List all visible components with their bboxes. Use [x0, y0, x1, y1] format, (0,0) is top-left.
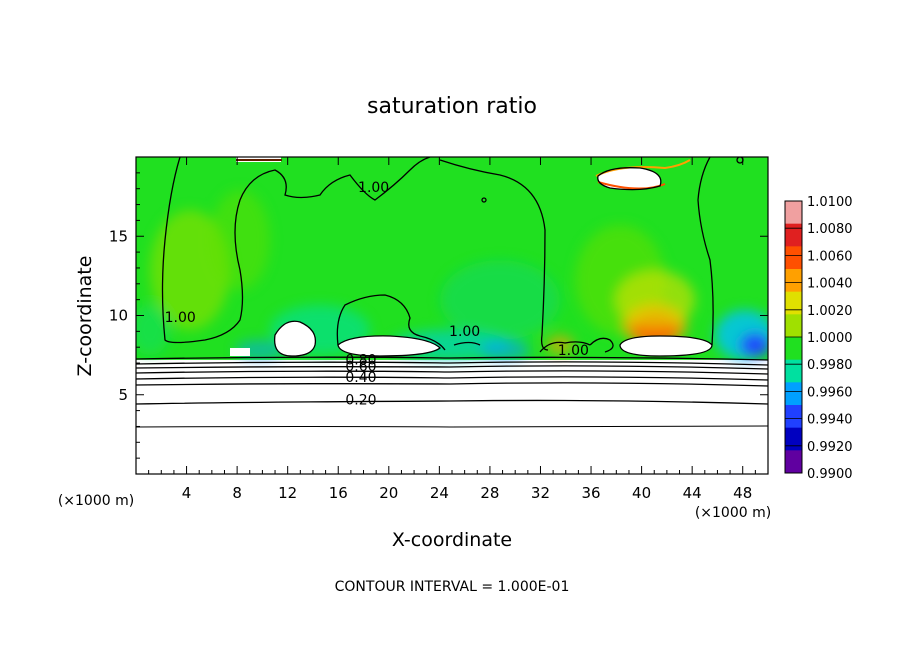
colorbar-label: 1.0080 [807, 222, 853, 237]
contour-label: 0.40 [345, 370, 376, 386]
x-tick-label: 8 [232, 484, 242, 502]
contour-label: 1.00 [449, 324, 480, 340]
contour-interval-note: CONTOUR INTERVAL = 1.000E-01 [335, 579, 570, 595]
x-tick-label: 12 [278, 484, 297, 502]
contour-label: 0.20 [345, 392, 376, 408]
colorbar-swatch [785, 291, 802, 315]
x-tick-label: 4 [182, 484, 192, 502]
colorbar-label: 1.0060 [807, 249, 853, 264]
x-tick-label: 24 [430, 484, 449, 502]
contour-label: 1.00 [165, 310, 196, 326]
colorbar-swatch [785, 201, 802, 225]
colorbar-label: 1.0040 [807, 277, 853, 292]
colorbar-swatch [785, 269, 802, 293]
contour-label: 0.60 [345, 359, 376, 375]
x-tick-label: 32 [531, 484, 550, 502]
contour-label: 0.80 [345, 353, 376, 369]
contour-lines-low [136, 356, 768, 428]
contour-label: 1.00 [358, 180, 389, 196]
x-unit-left: (×1000 m) [58, 493, 134, 509]
y-tick-label: 15 [109, 227, 128, 245]
x-tick-label: 16 [329, 484, 348, 502]
colorbar-swatch [785, 405, 802, 429]
colorbar-label: 0.9980 [807, 358, 853, 373]
x-axis: 4 8 12 16 20 24 28 32 36 40 44 48 [148, 157, 756, 502]
colorbar-label: 1.0100 [807, 195, 853, 210]
plot-area: 1.00 1.00 1.00 1.00 0.800.600.40 0.20 [136, 157, 768, 474]
y-axis-label: Z-coordinate [74, 256, 96, 377]
colorbar-label: 0.9940 [807, 413, 853, 428]
y-tick-label: 10 [109, 307, 128, 325]
x-tick-label: 48 [733, 484, 752, 502]
colorbar-swatch [785, 337, 802, 361]
colorbar-label: 0.9960 [807, 385, 853, 400]
x-tick-label: 20 [379, 484, 398, 502]
x-axis-label: X-coordinate [392, 529, 512, 551]
y-tick-label: 5 [118, 386, 128, 404]
colorbar-swatch [785, 223, 802, 247]
y-axis: 5 10 15 [109, 172, 768, 459]
x-tick-label: 44 [683, 484, 702, 502]
colorbar: 1.0100 1.0080 1.0060 1.0040 1.0020 1.0000 0.99… [784, 195, 853, 482]
contour-lines-saturation [161, 157, 744, 357]
colorbar-swatch [785, 359, 802, 383]
x-tick-label: 40 [632, 484, 651, 502]
x-tick-label: 36 [581, 484, 600, 502]
colorbar-label: 0.9920 [807, 440, 853, 455]
colorbar-swatch [785, 450, 802, 474]
x-tick-label: 28 [480, 484, 499, 502]
contour-label: 1.00 [558, 343, 589, 359]
colorbar-swatch [785, 427, 802, 451]
colorbar-swatch [785, 246, 802, 270]
colorbar-label: 1.0020 [807, 304, 853, 319]
chart-title: saturation ratio [367, 94, 537, 119]
contour-labels: 1.00 1.00 1.00 1.00 0.800.600.40 0.20 [165, 180, 589, 408]
x-unit-right: (×1000 m) [695, 505, 771, 521]
colorbar-label: 0.9900 [807, 467, 853, 482]
colorbar-swatch [785, 382, 802, 406]
colorbar-swatch [785, 314, 802, 338]
colorbar-label: 1.0000 [807, 331, 853, 346]
